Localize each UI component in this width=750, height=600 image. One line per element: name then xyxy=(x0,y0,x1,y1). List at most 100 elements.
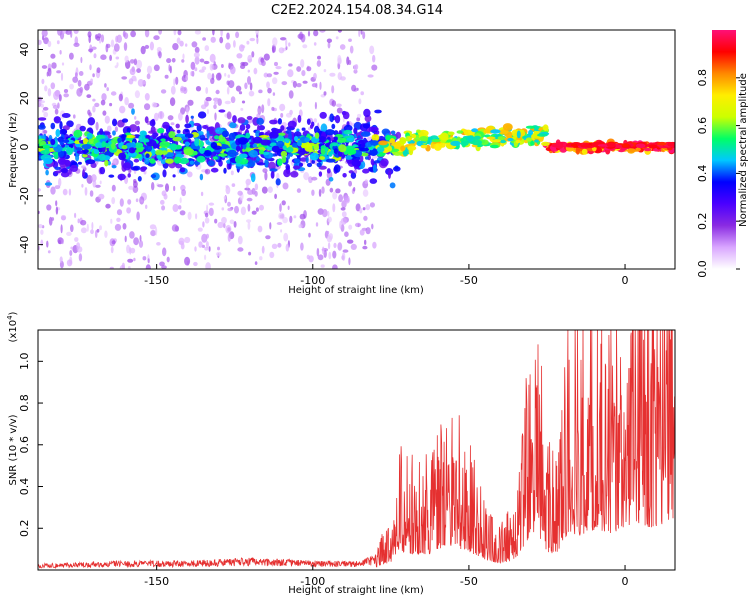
colorbar-tick-label: 0.4 xyxy=(696,165,709,183)
spectrogram-blob xyxy=(195,86,202,92)
spectrogram-blob xyxy=(315,222,319,227)
spectrogram-blob xyxy=(580,144,592,148)
spectrogram-blob xyxy=(202,125,209,129)
spectrogram-blob xyxy=(277,242,282,248)
spectrogram-blob xyxy=(56,40,60,45)
spectrogram-blob xyxy=(121,134,127,139)
spectrogram-blob xyxy=(144,93,150,101)
spectrogram-blob xyxy=(145,134,151,140)
spectrogram-blob xyxy=(316,247,320,257)
spectrogram-y-ticks: -40 -20 0 20 40 xyxy=(18,43,43,254)
spectrogram-blob xyxy=(189,160,194,165)
spectrogram-blob xyxy=(667,142,675,147)
spectrogram-blob xyxy=(360,91,365,96)
spectrogram-blob xyxy=(207,160,215,167)
spectrogram-blob xyxy=(230,170,234,176)
spectrogram-blob xyxy=(268,131,279,139)
spectrogram-blob xyxy=(269,222,272,230)
spectrogram-blob xyxy=(40,239,44,247)
spectrogram-blob xyxy=(309,152,319,161)
spectrogram-blob xyxy=(199,147,205,154)
spectrogram-blob xyxy=(41,30,48,37)
spectrogram-blob xyxy=(126,207,131,214)
y-tick-label: -20 xyxy=(18,187,31,205)
spectrogram-blob xyxy=(362,168,370,174)
spectrogram-blob xyxy=(73,42,80,47)
spectrogram-blob xyxy=(390,130,396,135)
spectrogram-blob xyxy=(388,170,391,179)
spectrogram-blob xyxy=(80,56,83,64)
spectrogram-blob xyxy=(190,71,193,77)
spectrogram-marks xyxy=(38,30,675,269)
spectrogram-blob xyxy=(219,36,224,44)
spectrogram-blob xyxy=(199,58,205,63)
spectrogram-blob xyxy=(525,137,533,142)
spectrogram-blob xyxy=(287,205,290,210)
spectrogram-blob xyxy=(115,35,119,43)
spectrogram-blob xyxy=(228,80,235,89)
spectrogram-blob xyxy=(124,55,129,63)
spectrogram-blob xyxy=(399,137,407,145)
spectrogram-blob xyxy=(172,136,182,142)
spectrogram-blob xyxy=(359,229,365,236)
spectrogram-blob xyxy=(175,123,180,129)
spectrogram-blob xyxy=(235,85,242,92)
spectrogram-blob xyxy=(257,225,263,233)
spectrogram-blob xyxy=(73,30,79,34)
spectrogram-blob xyxy=(162,169,167,178)
spectrogram-blob xyxy=(329,113,335,123)
snr-panel: -150 -100 -50 0 0.2 0.4 0.6 0.8 1.0 Height of s… xyxy=(6,311,676,596)
spectrogram-blob xyxy=(335,188,341,194)
spectrogram-blob xyxy=(294,135,299,142)
spectrogram-blob xyxy=(237,235,243,245)
spectrogram-blob xyxy=(172,174,176,178)
spectrogram-blob xyxy=(194,246,197,252)
spectrogram-blob xyxy=(191,41,198,48)
spectrogram-blob xyxy=(233,221,237,228)
spectrogram-blob xyxy=(389,182,396,189)
spectrogram-blob xyxy=(40,229,44,235)
spectrogram-blob xyxy=(365,227,371,235)
spectrogram-blob xyxy=(313,30,319,37)
spectrogram-blob xyxy=(90,229,94,235)
spectrogram-blob xyxy=(314,101,317,110)
spectrogram-blob xyxy=(203,150,212,157)
spectrogram-blob xyxy=(296,83,302,88)
spectrogram-blob xyxy=(456,130,464,134)
spectrogram-blob xyxy=(555,142,562,147)
spectrogram-blob xyxy=(94,230,98,238)
y-tick-label: 0.8 xyxy=(18,394,31,412)
spectrogram-blob xyxy=(280,150,288,158)
spectrogram-blob xyxy=(337,30,342,33)
spectrogram-blob xyxy=(111,197,116,205)
spectrogram-blob xyxy=(198,69,205,73)
spectrogram-blob xyxy=(47,250,51,254)
spectrogram-blob xyxy=(225,185,229,189)
spectrogram-blob xyxy=(288,63,293,67)
spectrogram-blob xyxy=(96,228,100,233)
spectrogram-blob xyxy=(84,187,88,196)
spectrogram-blob xyxy=(323,69,327,73)
spectrogram-blob xyxy=(281,155,287,163)
spectrogram-blob xyxy=(463,129,473,136)
spectrogram-blob xyxy=(59,50,62,55)
spectrogram-blob xyxy=(204,254,207,260)
spectrogram-blob xyxy=(264,159,269,168)
spectrogram-blob xyxy=(126,127,131,133)
spectrogram-blob xyxy=(244,82,248,90)
spectrogram-blob xyxy=(186,106,189,115)
spectrogram-blob xyxy=(227,149,237,158)
spectrogram-blob xyxy=(118,152,126,161)
spectrogram-blob xyxy=(358,139,369,144)
spectrogram-blob xyxy=(471,139,483,146)
spectrogram-blob xyxy=(319,111,327,119)
spectrogram-blob xyxy=(360,152,369,157)
spectrogram-blob xyxy=(190,115,194,119)
spectrogram-blob xyxy=(87,109,91,116)
spectrogram-blob xyxy=(305,155,309,164)
spectrogram-blob xyxy=(334,115,341,124)
spectrogram-blob xyxy=(127,173,131,178)
spectrogram-blob xyxy=(325,129,335,136)
spectrogram-blob xyxy=(65,146,72,154)
spectrogram-blob xyxy=(234,205,239,214)
